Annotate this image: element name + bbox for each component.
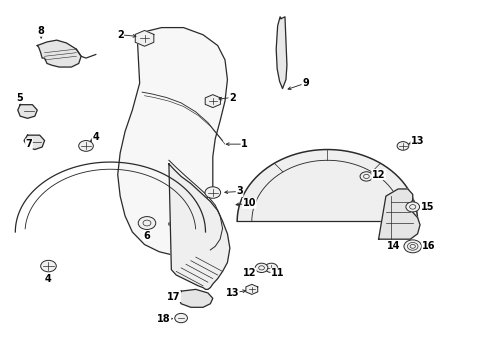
Circle shape: [359, 172, 372, 181]
Text: 7: 7: [25, 139, 32, 149]
Circle shape: [174, 314, 187, 323]
Polygon shape: [168, 164, 229, 289]
Circle shape: [79, 140, 93, 151]
Circle shape: [41, 260, 56, 272]
Text: 1: 1: [241, 139, 247, 149]
Text: 4: 4: [45, 274, 52, 284]
Text: 12: 12: [371, 170, 385, 180]
Circle shape: [403, 240, 421, 253]
Polygon shape: [276, 17, 286, 89]
Polygon shape: [178, 289, 212, 307]
Text: 8: 8: [38, 26, 44, 36]
Text: 11: 11: [270, 268, 284, 278]
Text: 9: 9: [302, 78, 308, 88]
Text: 12: 12: [242, 268, 256, 278]
Text: 6: 6: [143, 231, 150, 240]
Text: 4: 4: [92, 132, 99, 142]
Circle shape: [204, 187, 220, 198]
Text: 13: 13: [225, 288, 239, 298]
Text: 10: 10: [242, 198, 256, 208]
Text: 18: 18: [157, 314, 170, 324]
Polygon shape: [237, 149, 417, 221]
Text: 16: 16: [421, 241, 435, 251]
Polygon shape: [24, 135, 44, 149]
Polygon shape: [118, 28, 227, 255]
Text: 2: 2: [228, 93, 235, 103]
Circle shape: [138, 217, 156, 229]
Polygon shape: [18, 105, 37, 118]
Circle shape: [396, 141, 408, 150]
Text: 3: 3: [236, 186, 243, 197]
Text: 14: 14: [386, 241, 399, 251]
Text: 13: 13: [410, 136, 424, 145]
Text: 5: 5: [16, 93, 22, 103]
Circle shape: [264, 263, 277, 273]
Text: 2: 2: [117, 30, 123, 40]
Circle shape: [255, 263, 267, 273]
Text: 17: 17: [167, 292, 180, 302]
Polygon shape: [205, 95, 220, 108]
Polygon shape: [378, 189, 419, 239]
Polygon shape: [245, 284, 257, 294]
Circle shape: [405, 202, 419, 212]
Polygon shape: [135, 31, 154, 46]
Text: 15: 15: [420, 202, 433, 212]
Polygon shape: [37, 40, 81, 67]
